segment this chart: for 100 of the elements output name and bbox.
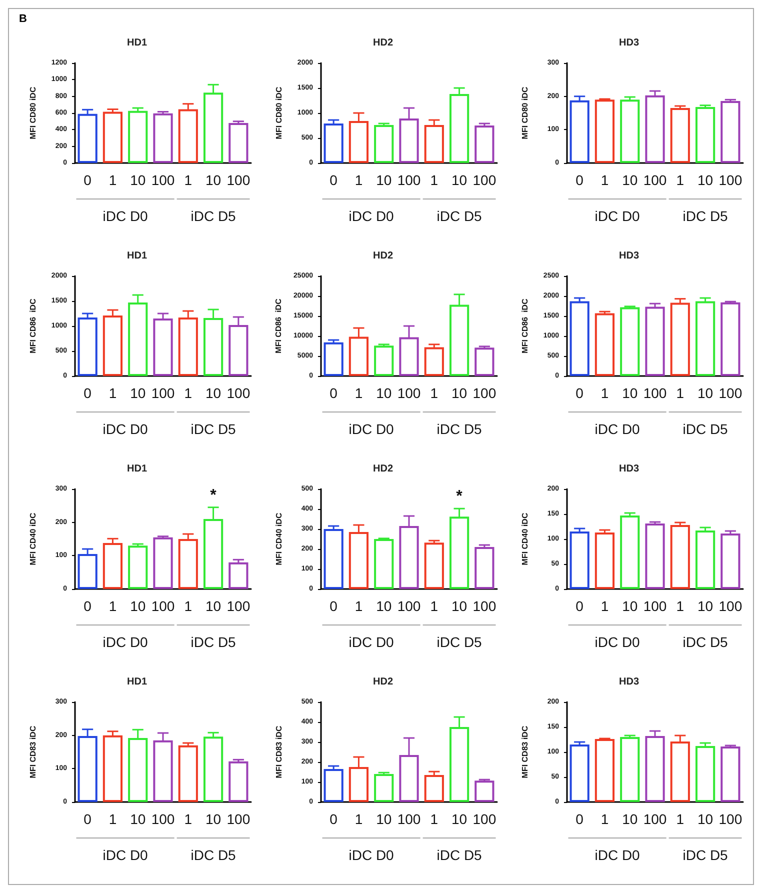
- bar: [178, 745, 198, 802]
- bar: [178, 539, 198, 589]
- y-axis-title: MFI CD80 iDC: [520, 86, 530, 140]
- x-tick-label: 100: [151, 811, 175, 827]
- x-tick-label: 100: [226, 811, 250, 827]
- bar: [670, 525, 690, 589]
- x-tick-label: 100: [643, 598, 667, 614]
- x-tick-label: 10: [451, 385, 468, 401]
- x-tick-label: 100: [226, 385, 250, 401]
- bar: [720, 302, 740, 376]
- y-axis-title: MFI CD86 iDC: [28, 298, 38, 354]
- x-tick-label: 1: [184, 598, 192, 614]
- x-tick-label: 0: [576, 811, 584, 827]
- y-axis-title: MFI CD86 iDC: [520, 298, 530, 354]
- x-tick-label: 1: [676, 172, 684, 188]
- x-tick-label: 1: [184, 811, 192, 827]
- data-label: *: [210, 486, 218, 504]
- x-tick-label: 10: [205, 385, 222, 401]
- bar: [78, 114, 98, 163]
- bar: [474, 348, 494, 376]
- bar: [670, 302, 690, 376]
- x-tick-label: 1: [354, 385, 363, 401]
- x-tick-label: 1: [108, 598, 117, 614]
- bar: [720, 534, 740, 589]
- bar: [620, 307, 640, 376]
- x-tick-label: 1: [108, 385, 117, 401]
- chart-title: HD2: [372, 38, 394, 48]
- x-tick-label: 10: [697, 385, 714, 401]
- y-axis-title: MFI CD83 iDC: [274, 726, 284, 778]
- text: iDC D5: [436, 421, 482, 437]
- x-tick-label: 0: [84, 172, 92, 188]
- bar: [695, 746, 716, 802]
- y-axis-title: MFI CD80 iDC: [274, 86, 284, 140]
- text: iDC D0: [102, 208, 148, 224]
- bar: [594, 532, 615, 589]
- x-tick-label: 10: [130, 598, 146, 614]
- x-tick-label: 1: [600, 598, 609, 614]
- x-tick-label: 10: [376, 385, 392, 401]
- bar: [645, 524, 665, 589]
- bar: [324, 342, 344, 376]
- x-tick-label: 100: [643, 811, 667, 827]
- x-tick-label: 0: [576, 172, 584, 188]
- text: iDC D0: [594, 208, 640, 224]
- text: iDC D5: [190, 421, 236, 437]
- x-tick-label: 100: [472, 172, 496, 188]
- bar: [570, 532, 590, 589]
- bar: [102, 543, 123, 589]
- x-tick-label: 10: [697, 172, 714, 188]
- bar: [594, 313, 615, 376]
- x-tick-label: 0: [84, 385, 92, 401]
- x-tick-label: 10: [376, 172, 392, 188]
- x-tick-label: 100: [643, 172, 667, 188]
- chart-title: HD2: [372, 464, 394, 474]
- x-tick-label: 1: [354, 598, 363, 614]
- bar: [102, 112, 123, 163]
- x-tick-label: 10: [376, 811, 392, 827]
- x-tick-label: 1: [430, 172, 438, 188]
- x-tick-label: 10: [205, 811, 222, 827]
- x-tick-label: 0: [330, 385, 338, 401]
- x-tick-label: 1: [108, 811, 117, 827]
- bar: [228, 123, 248, 163]
- bar: [128, 110, 148, 163]
- bar: [424, 347, 444, 376]
- bar: [424, 125, 444, 163]
- bar: [695, 530, 716, 589]
- bar: [424, 775, 444, 802]
- x-tick-label: 100: [397, 172, 421, 188]
- data-label: *: [456, 488, 464, 506]
- x-tick-label: 100: [718, 172, 742, 188]
- y-axis-title: MFI CD86 iDC: [274, 298, 284, 354]
- x-tick-label: 10: [622, 811, 638, 827]
- bar: [153, 537, 173, 589]
- chart-title: HD2: [372, 676, 394, 688]
- bar: [620, 737, 640, 802]
- text: iDC D5: [436, 634, 482, 650]
- x-tick-label: 10: [205, 598, 222, 614]
- text: iDC D0: [348, 847, 394, 863]
- x-tick-label: 10: [205, 172, 222, 188]
- x-tick-label: 100: [226, 598, 250, 614]
- x-tick-label: 10: [451, 172, 468, 188]
- x-tick-label: 10: [130, 172, 146, 188]
- bar: [474, 126, 494, 163]
- bar: [153, 318, 173, 376]
- bar: [424, 542, 444, 589]
- text: iDC D5: [190, 847, 236, 863]
- x-tick-label: 10: [697, 598, 714, 614]
- text: iDC D5: [682, 634, 728, 650]
- y-axis-title: MFI CD40 iDC: [520, 512, 530, 566]
- bar: [324, 769, 344, 802]
- x-tick-label: 10: [451, 811, 468, 827]
- x-tick-label: 0: [576, 598, 584, 614]
- text: iDC D0: [348, 421, 394, 437]
- y-axis-title: MFI CD40 iDC: [274, 512, 284, 566]
- x-tick-label: 10: [130, 811, 146, 827]
- text: iDC D5: [682, 847, 728, 863]
- x-tick-label: 100: [718, 811, 742, 827]
- chart-title: HD1: [126, 676, 148, 688]
- bar: [645, 736, 665, 802]
- x-tick-label: 100: [397, 385, 421, 401]
- x-tick-label: 1: [676, 385, 684, 401]
